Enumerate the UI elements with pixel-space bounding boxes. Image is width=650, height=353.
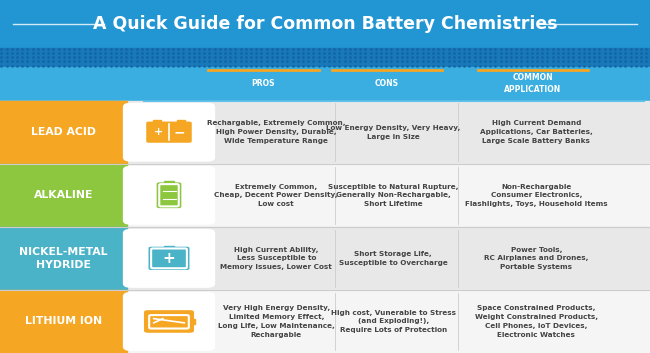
FancyBboxPatch shape [144,310,194,333]
Text: COMMON
APPLICATION: COMMON APPLICATION [504,73,562,94]
Bar [0,101,650,164]
Text: CONS: CONS [375,79,398,88]
Bar [0,67,650,101]
Bar [177,120,185,124]
Bar [0,0,650,48]
Bar [0,164,127,227]
Text: High Current Ability,
Less Susceptible to
Memory Issues, Lower Cost: High Current Ability, Less Susceptible t… [220,247,332,270]
Bar [0,164,650,227]
Text: +: + [154,127,163,137]
Text: Space Constrained Products,
Weight Constrained Products,
Cell Phones, IoT Device: Space Constrained Products, Weight Const… [474,305,598,337]
Bar [188,319,195,324]
Text: Extremely Common,
Cheap, Decent Power Density,
Low cost: Extremely Common, Cheap, Decent Power De… [214,184,338,207]
Bar [0,48,650,67]
Bar [153,120,161,124]
Text: Non-Rechargable
Consumer Electronics,
Flashlights, Toys, Household Items: Non-Rechargable Consumer Electronics, Fl… [465,184,608,207]
Bar [0,290,650,353]
FancyBboxPatch shape [123,292,215,351]
Bar [164,246,174,249]
Text: LITHIUM ION: LITHIUM ION [25,316,102,327]
FancyBboxPatch shape [157,183,181,208]
Bar [0,290,127,353]
FancyBboxPatch shape [123,229,215,288]
Text: Power Tools,
RC Airplanes and Drones,
Portable Systems: Power Tools, RC Airplanes and Drones, Po… [484,247,588,270]
Text: NICKEL-METAL
HYDRIDE: NICKEL-METAL HYDRIDE [19,247,108,270]
FancyBboxPatch shape [123,103,215,162]
Text: +: + [162,251,176,266]
Text: LEAD ACID: LEAD ACID [31,127,96,137]
Text: Low Energy Density, Very Heavy,
Large in Size: Low Energy Density, Very Heavy, Large in… [326,125,460,139]
Text: A Quick Guide for Common Battery Chemistries: A Quick Guide for Common Battery Chemist… [93,15,557,33]
FancyBboxPatch shape [148,247,190,270]
Bar [0,227,650,290]
Text: Very High Energy Density,
Limited Memory Effect,
Long Life, Low Maintenance,
Rec: Very High Energy Density, Limited Memory… [218,305,335,337]
Text: −: − [174,125,185,139]
Text: High cost, Vunerable to Stress
(and Exploding!),
Require Lots of Protection: High cost, Vunerable to Stress (and Expl… [331,310,456,333]
Text: Rechargable, Extremely Common,
High Power Density, Durable,
Wide Temperature Ran: Rechargable, Extremely Common, High Powe… [207,120,346,144]
Text: ALKALINE: ALKALINE [34,190,93,200]
FancyBboxPatch shape [146,121,192,143]
Bar [0,101,127,164]
Text: High Current Demand
Applications, Car Batteries,
Large Scale Battery Banks: High Current Demand Applications, Car Ba… [480,120,593,144]
Bar [164,181,174,185]
Bar [0,227,127,290]
FancyBboxPatch shape [123,166,215,225]
Text: Short Storage Life,
Susceptible to Overcharge: Short Storage Life, Susceptible to Overc… [339,251,448,266]
Text: PROS: PROS [252,79,275,88]
Text: Susceptible to Natural Rupture,
Generally Non-Rechargable,
Short Lifetime: Susceptible to Natural Rupture, Generall… [328,184,458,207]
